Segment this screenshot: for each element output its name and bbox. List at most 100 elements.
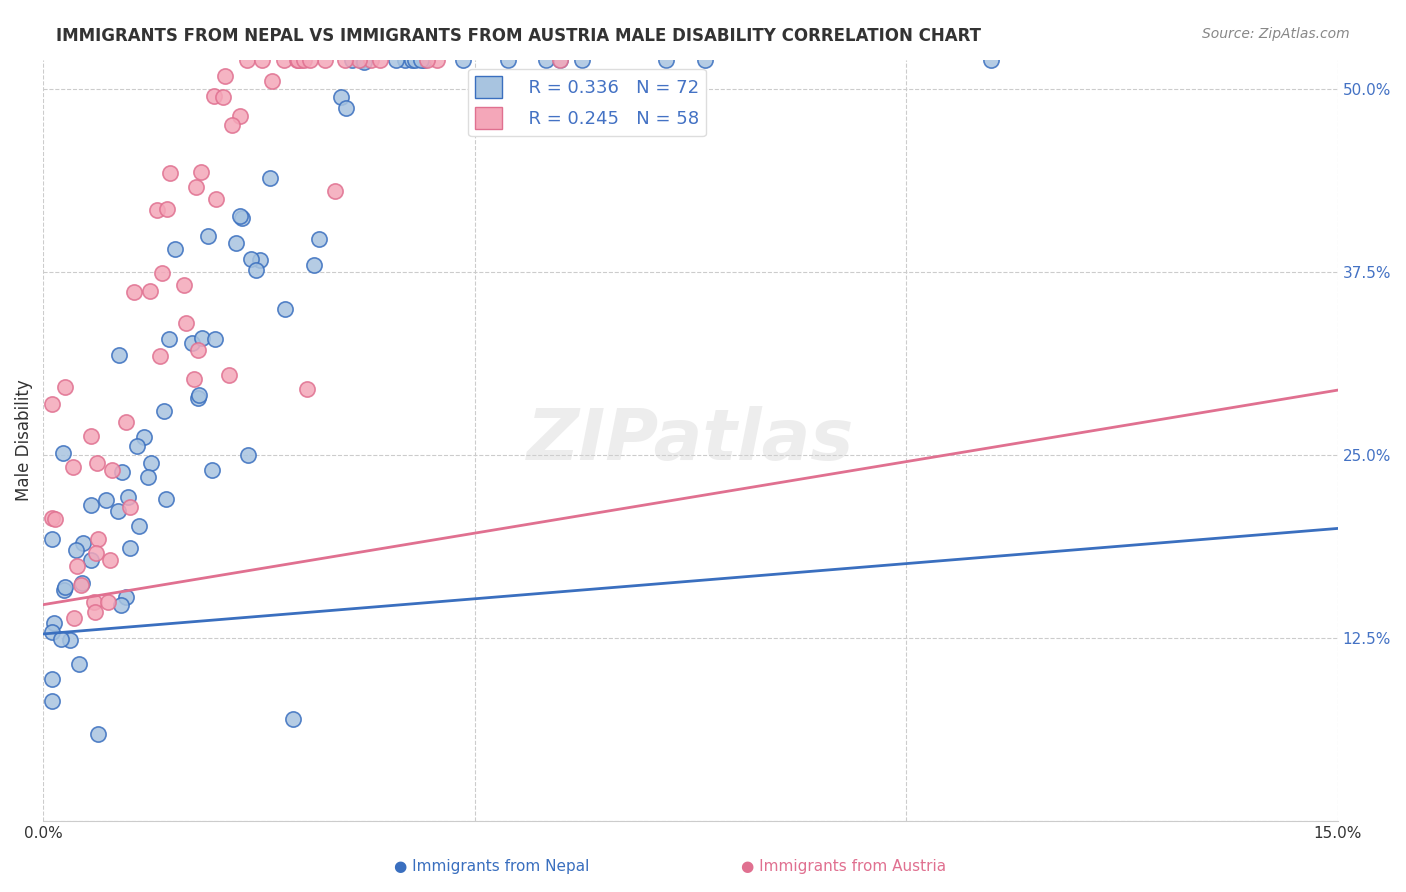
Point — [285, 53, 308, 67]
Point — [86, 456, 108, 470]
Point — [201, 463, 224, 477]
Point — [183, 372, 205, 386]
Point — [259, 171, 281, 186]
Point — [163, 243, 186, 257]
Point — [360, 53, 382, 67]
Point — [42, 616, 65, 631]
Point — [69, 578, 91, 592]
Point — [325, 185, 347, 199]
Point — [409, 53, 432, 67]
Point — [394, 53, 416, 67]
Point — [41, 533, 63, 547]
Legend:   R = 0.336   N = 72,   R = 0.245   N = 58: R = 0.336 N = 72, R = 0.245 N = 58 — [468, 69, 706, 136]
Point — [281, 712, 304, 726]
Point — [108, 348, 131, 362]
Point — [52, 446, 75, 460]
Point — [245, 262, 267, 277]
Point — [214, 69, 236, 83]
Point — [41, 397, 63, 411]
Point — [252, 53, 274, 67]
Point — [128, 519, 150, 533]
Point — [80, 498, 103, 512]
Point — [231, 211, 253, 226]
Point — [204, 192, 226, 206]
Point — [157, 332, 180, 346]
Point — [72, 576, 94, 591]
Point — [173, 277, 195, 292]
Point — [204, 332, 226, 346]
Point — [655, 53, 678, 67]
Text: IMMIGRANTS FROM NEPAL VS IMMIGRANTS FROM AUSTRIA MALE DISABILITY CORRELATION CHA: IMMIGRANTS FROM NEPAL VS IMMIGRANTS FROM… — [56, 27, 981, 45]
Point — [58, 633, 80, 648]
Point — [249, 252, 271, 267]
Point — [134, 430, 156, 444]
Text: ZIPatlas: ZIPatlas — [527, 406, 855, 475]
Point — [228, 209, 250, 223]
Point — [83, 605, 105, 619]
Point — [97, 595, 120, 609]
Point — [295, 382, 318, 396]
Point — [186, 180, 208, 194]
Point — [548, 53, 571, 67]
Point — [262, 74, 284, 88]
Point — [451, 53, 474, 67]
Point — [72, 535, 94, 549]
Point — [236, 448, 259, 462]
Point — [139, 456, 162, 470]
Point — [122, 285, 145, 299]
Point — [53, 380, 76, 394]
Point — [347, 53, 370, 67]
Point — [125, 439, 148, 453]
Point — [114, 415, 136, 429]
Point — [118, 541, 141, 555]
Point — [350, 53, 373, 67]
Point — [235, 53, 257, 67]
Point — [187, 391, 209, 405]
Point — [190, 164, 212, 178]
Point — [221, 118, 243, 132]
Point — [197, 228, 219, 243]
Text: ● Immigrants from Nepal: ● Immigrants from Nepal — [395, 859, 589, 874]
Point — [385, 53, 408, 67]
Point — [98, 553, 121, 567]
Point — [41, 624, 63, 639]
Point — [212, 90, 235, 104]
Point — [191, 331, 214, 345]
Point — [413, 53, 436, 67]
Point — [150, 266, 173, 280]
Point — [302, 258, 325, 272]
Point — [115, 590, 138, 604]
Point — [87, 726, 110, 740]
Point — [314, 53, 336, 67]
Point — [44, 511, 66, 525]
Point — [101, 462, 124, 476]
Point — [120, 500, 142, 514]
Point — [66, 558, 89, 573]
Y-axis label: Male Disability: Male Disability — [15, 380, 32, 501]
Point — [80, 552, 103, 566]
Point — [41, 511, 63, 525]
Point — [63, 611, 86, 625]
Point — [41, 673, 63, 687]
Point — [65, 543, 87, 558]
Point — [110, 598, 132, 612]
Point — [187, 387, 209, 401]
Point — [298, 53, 321, 67]
Point — [84, 546, 107, 560]
Point — [155, 492, 177, 507]
Point — [67, 657, 90, 672]
Point — [225, 236, 247, 251]
Point — [229, 109, 252, 123]
Point — [111, 465, 134, 479]
Text: ● Immigrants from Austria: ● Immigrants from Austria — [741, 859, 946, 874]
Point — [548, 53, 571, 67]
Point — [416, 53, 439, 67]
Point — [174, 316, 197, 330]
Point — [536, 53, 558, 67]
Point — [330, 90, 353, 104]
Point — [401, 53, 423, 67]
Point — [153, 404, 176, 418]
Point — [496, 53, 519, 67]
Point — [41, 694, 63, 708]
Point — [83, 595, 105, 609]
